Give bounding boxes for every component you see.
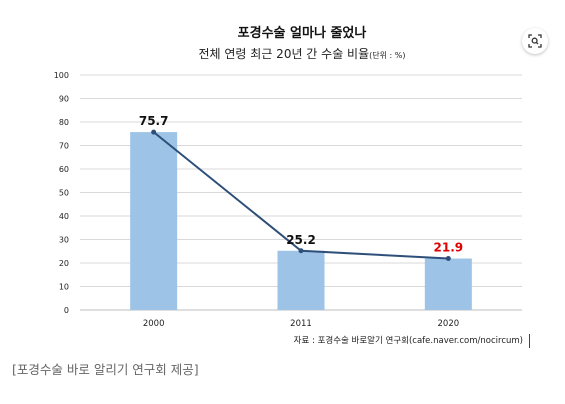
y-tick-label: 80 xyxy=(59,118,69,127)
x-axis: 2000 2011 2020 xyxy=(143,319,459,329)
y-tick-label: 40 xyxy=(59,212,69,221)
data-label: 25.2 xyxy=(286,233,316,247)
x-tick-label: 2011 xyxy=(290,319,312,329)
line-point xyxy=(298,248,304,254)
source-note: 자료 : 포경수술 바로알기 연구회(cafe.naver.com/nocirc… xyxy=(294,335,523,346)
y-tick-label: 90 xyxy=(59,95,69,104)
chart: 포경수술 얼마나 줄었나 전체 연령 최근 20년 간 수술 비율(단위 : %… xyxy=(54,25,523,346)
bar xyxy=(277,250,325,310)
y-tick-label: 100 xyxy=(54,71,69,80)
y-tick-label: 0 xyxy=(64,306,69,315)
bar xyxy=(130,132,178,310)
chart-subtitle-group: 전체 연령 최근 20년 간 수술 비율(단위 : %) xyxy=(199,47,406,61)
chart-unit: (단위 : %) xyxy=(369,50,405,60)
line-point xyxy=(151,129,157,135)
y-tick-label: 70 xyxy=(59,142,69,151)
chart-subtitle: 전체 연령 최근 20년 간 수술 비율 xyxy=(199,47,370,61)
bar xyxy=(424,258,472,310)
y-tick-label: 60 xyxy=(59,165,69,174)
y-tick-label: 20 xyxy=(59,259,69,268)
data-label: 75.7 xyxy=(139,114,169,128)
y-axis: 0 10 20 30 40 50 60 70 80 90 100 xyxy=(54,71,69,315)
source-divider xyxy=(529,334,530,348)
lens-search-icon xyxy=(528,34,542,48)
trend-line xyxy=(151,129,451,262)
image-caption: [포경수술 바로 알리기 연구회 제공] xyxy=(12,362,199,377)
x-tick-label: 2000 xyxy=(143,319,165,329)
chart-title: 포경수술 얼마나 줄었나 xyxy=(238,25,367,41)
y-tick-label: 30 xyxy=(59,236,69,245)
x-tick-label: 2020 xyxy=(438,319,460,329)
y-tick-label: 50 xyxy=(59,189,69,198)
bars xyxy=(130,132,472,310)
y-tick-label: 10 xyxy=(59,283,69,292)
lens-search-button[interactable] xyxy=(522,28,548,54)
data-label: 21.9 xyxy=(434,241,464,255)
data-labels: 75.7 25.2 21.9 xyxy=(139,114,463,254)
line-point xyxy=(445,256,451,262)
